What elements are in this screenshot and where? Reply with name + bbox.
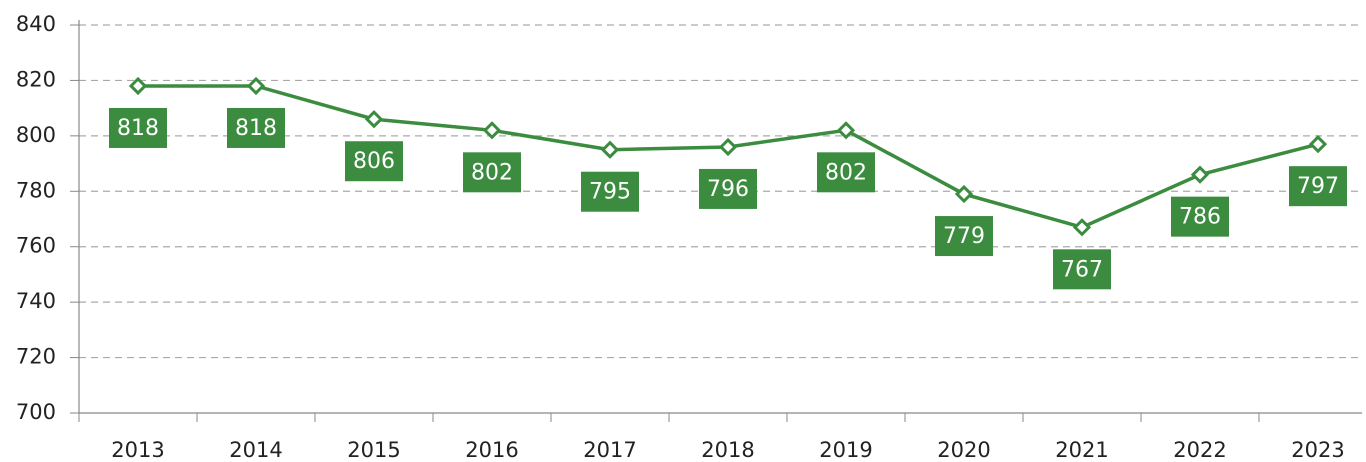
value-label: 796 — [707, 177, 749, 202]
y-tick-label: 720 — [16, 345, 56, 369]
marker — [600, 140, 620, 159]
marker — [1308, 135, 1328, 154]
value-label: 795 — [589, 180, 631, 205]
value-label-box — [935, 216, 993, 257]
y-tick-label: 820 — [16, 67, 56, 91]
value-label: 767 — [1061, 257, 1103, 282]
value-label-box — [1053, 249, 1111, 290]
value-label: 818 — [235, 116, 277, 141]
value-label-box — [227, 107, 285, 148]
value-label-box — [345, 141, 403, 182]
marker — [128, 76, 148, 96]
marker — [1072, 218, 1092, 237]
x-tick-label: 2023 — [1291, 438, 1344, 462]
marker — [1190, 165, 1210, 184]
y-tick-label: 700 — [16, 400, 56, 424]
value-label: 797 — [1297, 174, 1339, 199]
value-label-box — [817, 152, 875, 193]
x-tick-label: 2016 — [465, 438, 518, 462]
y-tick-label: 740 — [16, 289, 56, 313]
value-label: 806 — [353, 149, 395, 174]
marker — [364, 110, 384, 129]
y-tick-label: 800 — [16, 123, 56, 147]
value-label: 802 — [825, 160, 867, 185]
value-label-box — [1289, 166, 1347, 207]
value-label-box — [463, 152, 521, 193]
x-tick-label: 2013 — [111, 438, 164, 462]
x-tick-label: 2022 — [1173, 438, 1226, 462]
value-label-box — [1171, 196, 1229, 237]
x-tick-label: 2015 — [347, 438, 400, 462]
x-tick-label: 2020 — [937, 438, 990, 462]
marker — [954, 184, 974, 204]
y-tick-label: 760 — [16, 234, 56, 258]
value-label: 818 — [117, 116, 159, 141]
y-tick-label: 840 — [16, 12, 56, 36]
marker — [246, 76, 266, 96]
x-tick-label: 2021 — [1055, 438, 1108, 462]
x-tick-label: 2017 — [583, 438, 636, 462]
value-label: 802 — [471, 160, 513, 185]
x-tick-label: 2019 — [819, 438, 872, 462]
value-label-box — [109, 107, 167, 148]
marker — [836, 121, 856, 140]
marker — [482, 121, 502, 140]
y-tick-label: 780 — [16, 178, 56, 202]
value-label: 786 — [1179, 205, 1221, 230]
value-label-box — [699, 168, 757, 209]
value-label: 779 — [943, 224, 985, 249]
value-label-box — [581, 171, 639, 212]
x-tick-label: 2018 — [701, 438, 754, 462]
marker — [718, 137, 738, 157]
x-tick-label: 2014 — [229, 438, 282, 462]
